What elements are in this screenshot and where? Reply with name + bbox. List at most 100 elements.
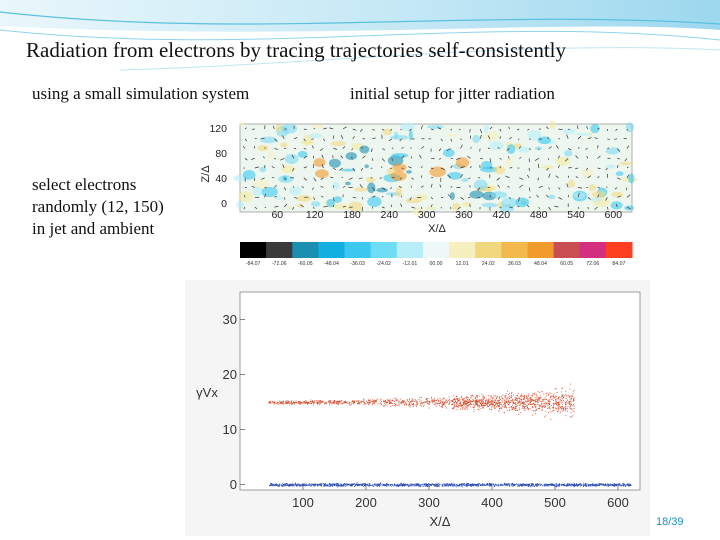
scatter-point-ambient <box>408 486 410 487</box>
scatter-point-ambient <box>271 483 273 485</box>
scatter-point-jet <box>380 403 382 404</box>
colorbar-label: -36.03 <box>350 261 365 267</box>
heatmap-vector <box>319 148 324 151</box>
heatmap-vector <box>568 128 570 131</box>
scatter-point-jet <box>485 401 487 403</box>
scatter-point-ambient <box>419 485 421 487</box>
scatter-point-jet <box>551 395 552 397</box>
scatter-point-ambient <box>514 484 516 486</box>
scatter-point-ambient <box>401 483 403 485</box>
heatmap-vector <box>594 137 598 140</box>
scatter-point-ambient <box>469 484 470 486</box>
scatter-point-ambient <box>330 484 332 486</box>
scatter-point-jet <box>434 399 436 401</box>
scatter-point-jet <box>446 401 448 403</box>
scatter-point-jet <box>518 397 520 399</box>
scatter-point-ambient <box>461 484 463 485</box>
scatter-point-jet <box>458 400 460 401</box>
scatter-xtick: 400 <box>481 495 503 510</box>
scatter-point-ambient <box>497 484 499 486</box>
scatter-point-jet <box>380 398 382 400</box>
scatter-point-ambient <box>321 483 323 485</box>
scatter-point-jet <box>453 395 455 396</box>
heatmap-vector <box>575 176 579 179</box>
scatter-point-ambient <box>607 483 609 485</box>
scatter-point-jet <box>409 404 411 406</box>
scatter-point-ambient <box>481 484 483 486</box>
heatmap-vector <box>625 187 628 191</box>
scatter-point-jet <box>512 400 514 402</box>
scatter-point-ambient <box>532 483 534 485</box>
scatter-point-ambient <box>403 485 404 486</box>
heatmap-cell <box>540 165 555 170</box>
scatter-point-jet <box>341 403 343 405</box>
scatter-point-jet <box>465 407 467 409</box>
scatter-point-jet <box>528 409 530 411</box>
heatmap-vector <box>332 155 334 159</box>
heatmap-ytick: 120 <box>209 123 227 135</box>
scatter-point-jet <box>289 401 291 403</box>
scatter-point-ambient <box>476 485 478 487</box>
scatter-point-jet <box>458 405 459 406</box>
scatter-point-jet <box>279 403 281 404</box>
scatter-point-jet <box>483 403 485 405</box>
scatter-point-jet <box>464 401 466 403</box>
scatter-point-jet <box>522 399 524 400</box>
scatter-point-ambient <box>624 483 626 485</box>
scatter-point-jet <box>466 404 468 406</box>
scatter-point-jet <box>476 394 478 396</box>
heatmap-vector <box>330 176 334 179</box>
scatter-point-ambient <box>575 484 577 486</box>
scatter-point-jet <box>293 402 295 404</box>
scatter-point-jet <box>558 404 560 406</box>
scatter-point-jet <box>353 402 355 404</box>
heatmap-vector <box>479 128 483 134</box>
scatter-point-ambient <box>312 485 314 487</box>
heatmap-vector <box>301 186 304 188</box>
scatter-point-ambient <box>487 484 489 486</box>
scatter-point-ambient <box>476 484 478 486</box>
scatter-point-jet <box>369 400 371 402</box>
scatter-point-jet <box>393 405 395 407</box>
scatter-point-jet <box>510 395 512 397</box>
scatter-point-jet <box>281 402 283 404</box>
scatter-point-jet <box>524 398 526 400</box>
scatter-point-jet <box>395 405 397 407</box>
scatter-point-jet <box>511 406 512 407</box>
scatter-point-jet <box>543 393 545 395</box>
scatter-point-jet <box>364 402 366 404</box>
scatter-point-jet <box>420 399 422 401</box>
heatmap-vector <box>342 206 346 208</box>
scatter-point-jet <box>452 400 454 402</box>
scatter-point-ambient <box>448 485 450 487</box>
scatter-point-jet <box>550 395 552 397</box>
scatter-point-jet <box>561 408 563 409</box>
scatter-point-jet <box>455 401 456 402</box>
scatter-point-jet <box>508 394 510 396</box>
scatter-point-jet <box>496 403 498 405</box>
scatter-point-jet <box>287 401 289 402</box>
scatter-point-jet <box>537 403 539 405</box>
scatter-point-jet <box>504 399 506 401</box>
heatmap-vector <box>254 206 258 210</box>
scatter-point-jet <box>532 393 534 395</box>
scatter-point-jet <box>527 406 528 408</box>
scatter-point-jet <box>457 401 458 403</box>
heatmap-vector <box>438 148 442 152</box>
heatmap-vector <box>262 156 265 159</box>
scatter-point-ambient <box>337 486 339 488</box>
scatter-point-jet <box>472 398 474 400</box>
scatter-point-ambient <box>298 484 300 485</box>
heatmap-vector <box>614 138 618 140</box>
scatter-point-jet <box>506 401 507 403</box>
scatter-point-jet <box>440 399 441 401</box>
heatmap-vector <box>558 165 560 169</box>
scatter-point-jet <box>557 406 559 408</box>
scatter-point-jet <box>528 404 529 406</box>
scatter-point-jet <box>283 403 285 405</box>
scatter-point-ambient <box>498 483 500 485</box>
scatter-point-ambient <box>543 484 545 485</box>
scatter-point-ambient <box>616 484 618 486</box>
scatter-point-jet <box>522 395 524 397</box>
scatter-point-ambient <box>364 485 366 487</box>
